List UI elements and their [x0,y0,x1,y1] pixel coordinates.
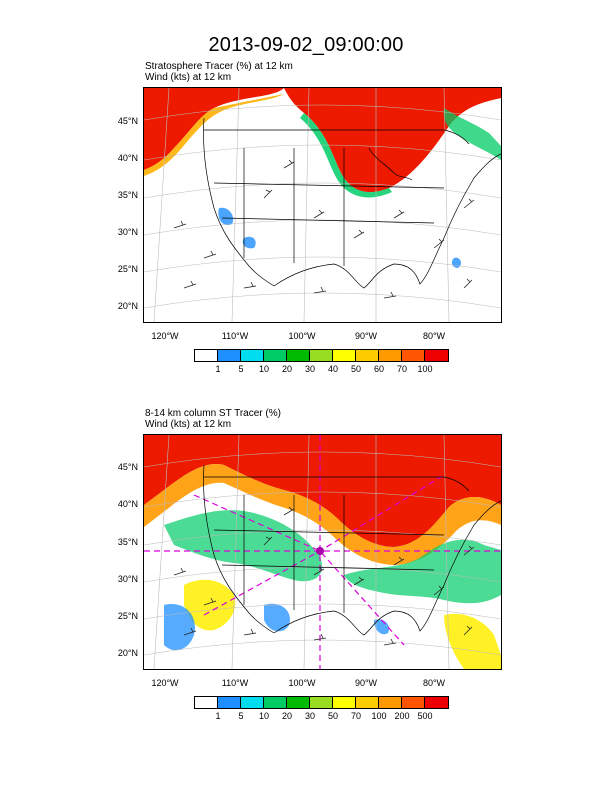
colorbar-cell [287,697,310,708]
colorbar-tick-label: 30 [304,711,315,721]
panel-1-lat-40: 40°N [117,153,138,163]
panel-2-colorbar [194,696,449,709]
panel-1-lat-35: 35°N [117,190,138,200]
panel-2-lon-110: 110°W [221,678,249,688]
colorbar-tick-label: 10 [258,364,269,374]
panel-1-lon-110: 110°W [221,331,249,341]
panel-2-section-center [316,547,324,555]
colorbar-tick-label: 60 [373,364,384,374]
column-tracer-green [164,510,501,604]
panel-2-lat-40: 40°N [117,499,138,509]
colorbar-tick-label: 10 [258,711,269,721]
colorbar-cell [356,350,379,361]
column-tracer-yellow [184,579,501,669]
panel-2-wind-barbs [173,506,475,646]
panel-2-lon-80: 80°W [422,678,446,688]
column-tracer-blue [164,603,390,651]
panel-2-map-svg [144,435,501,669]
panel-2-coastlines [203,464,501,636]
colorbar-tick-label: 100 [417,364,433,374]
colorbar-cell [264,697,287,708]
colorbar-cell [333,697,356,708]
colorbar-cell [241,697,264,708]
panel-2-lon-90: 90°W [354,678,378,688]
main-title: 2013-09-02_09:00:00 [208,34,404,56]
panel-1-colorbar [194,349,449,362]
column-tracer-north [144,435,501,547]
colorbar-tick-label: 1 [215,364,221,374]
colorbar-tick-label: 500 [417,711,433,721]
colorbar-cell [241,350,264,361]
colorbar-cell [333,350,356,361]
colorbar-tick-label: 20 [281,364,292,374]
panel-1-lat-45: 45°N [117,116,138,126]
panel-2-lon-120: 120°W [151,678,179,688]
colorbar-tick-label: 70 [350,711,361,721]
colorbar-tick-label: 50 [350,364,361,374]
panel-1-wind-barbs [173,159,475,299]
colorbar-cell [356,697,379,708]
panel-1-lat-20: 20°N [117,301,138,311]
colorbar-tick-label: 200 [394,711,410,721]
colorbar-tick-label: 40 [327,364,338,374]
panel-1-lat-30: 30°N [117,227,138,237]
panel-2-map [143,434,502,670]
colorbar-cell [402,697,425,708]
colorbar-tick-label: 5 [238,364,244,374]
tracer-edge-north [300,113,392,198]
colorbar-cell [379,350,402,361]
panel-2-graticule [144,435,501,669]
colorbar-tick-label: 100 [371,711,387,721]
panel-1-lon-80: 80°W [422,331,446,341]
panel-1-label-tracer: Stratosphere Tracer (%) at 12 km [145,61,293,72]
panel-2-lat-30: 30°N [117,574,138,584]
panel-1-coastlines [203,117,501,289]
colorbar-cell [310,350,333,361]
panel-1-map-svg [144,88,501,322]
colorbar-cell [218,350,241,361]
panel-2-lat-35: 35°N [117,537,138,547]
colorbar-cell [195,697,218,708]
colorbar-cell [195,350,218,361]
panel-2-lat-20: 20°N [117,648,138,658]
colorbar-cell [310,697,333,708]
panel-2-lat-25: 25°N [117,611,138,621]
colorbar-tick-label: 30 [304,364,315,374]
column-tracer-ring [144,464,501,565]
colorbar-cell [402,350,425,361]
panel-2-lon-100: 100°W [288,678,316,688]
panel-2-label-tracer: 8-14 km column ST Tracer (%) [145,408,281,419]
panel-1-lon-90: 90°W [354,331,378,341]
colorbar-cell [218,697,241,708]
colorbar-tick-label: 1 [215,711,221,721]
colorbar-cell [264,350,287,361]
panel-2-label-wind: Wind (kts) at 12 km [145,419,232,430]
tracer-ne-patch [443,108,501,160]
colorbar-tick-label: 50 [327,711,338,721]
colorbar-tick-label: 20 [281,711,292,721]
panel-1-lon-120: 120°W [151,331,179,341]
colorbar-tick-label: 70 [396,364,407,374]
panel-1-lon-100: 100°W [288,331,316,341]
panel-1-map [143,87,502,323]
panel-1-lat-25: 25°N [117,264,138,274]
colorbar-cell [287,350,310,361]
colorbar-cell [425,350,448,361]
panel-1-graticule [144,88,501,322]
tracer-region-west [144,88,284,170]
colorbar-cell [425,697,448,708]
colorbar-tick-label: 5 [238,711,244,721]
panel-1-label-wind: Wind (kts) at 12 km [145,72,232,83]
panel-2-lat-45: 45°N [117,462,138,472]
colorbar-cell [379,697,402,708]
